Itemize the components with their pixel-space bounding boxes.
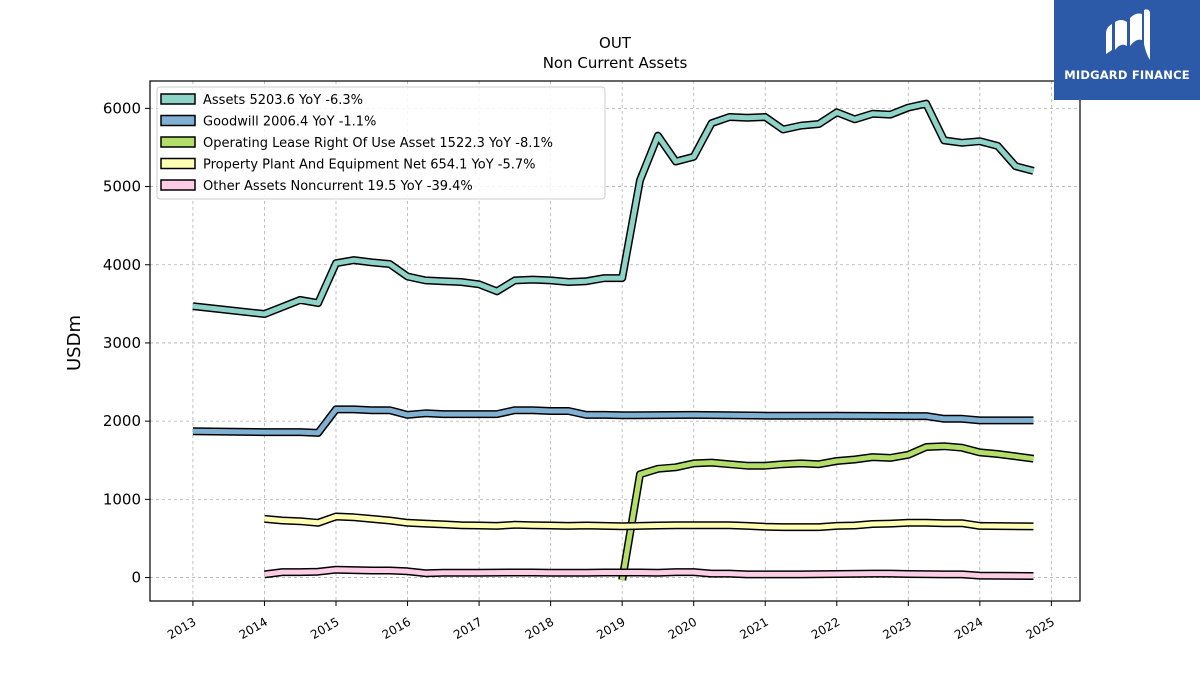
legend-swatch <box>160 157 196 170</box>
legend-label: Operating Lease Right Of Use Asset 1522.… <box>203 136 553 151</box>
legend: Assets 5203.6 YoY -6.3% Goodwill 2006.4 Y… <box>156 86 606 200</box>
x-tick-label: 2020 <box>666 615 699 642</box>
series-line <box>192 406 1034 436</box>
legend-item: Property Plant And Equipment Net 654.1 Y… <box>160 157 536 173</box>
x-tick-label: 2021 <box>737 615 770 642</box>
series-4 <box>263 565 1034 580</box>
legend-label: Assets 5203.6 YoY -6.3% <box>203 93 363 108</box>
midgard-finance-logo: MIDGARD FINANCE <box>1054 0 1200 100</box>
legend-label: Other Assets Noncurrent 19.5 YoY -39.4% <box>203 179 473 194</box>
legend-swatch <box>160 179 196 191</box>
series-line <box>619 443 1034 581</box>
x-tick-label: 2016 <box>380 615 413 642</box>
x-tick-label: 2018 <box>523 615 556 642</box>
x-axis: 2013 2014 2015 2016 2017 2018 2019 2020 2021 2022… <box>165 601 1057 642</box>
legend-swatch <box>160 93 196 105</box>
chart-title: OUT <box>599 34 632 52</box>
y-tick-label: 0 <box>131 569 141 587</box>
series-line <box>264 514 1034 530</box>
x-tick-label: 2017 <box>451 615 484 642</box>
series-3 <box>264 512 1034 532</box>
x-tick-label: 2015 <box>308 615 341 642</box>
series-line <box>264 567 1034 579</box>
y-axis-label: USDm <box>64 315 85 371</box>
x-tick-label: 2025 <box>1024 615 1057 642</box>
x-tick-label: 2014 <box>237 615 270 642</box>
legend-item: Operating Lease Right Of Use Asset 1522.… <box>160 136 553 151</box>
series-0 <box>192 99 1035 318</box>
x-tick-label: 2022 <box>809 615 842 642</box>
series-layer <box>192 99 1035 581</box>
chart-subtitle: Non Current Assets <box>543 54 688 72</box>
y-axis: 0 1000 2000 3000 4000 5000 6000 <box>103 99 150 587</box>
y-tick-label: 4000 <box>103 256 141 274</box>
series-2 <box>618 442 1035 581</box>
legend-box <box>156 86 606 200</box>
series-1 <box>192 405 1034 437</box>
legend-label: Property Plant And Equipment Net 654.1 Y… <box>203 158 536 173</box>
y-tick-label: 2000 <box>103 412 141 430</box>
legend-item: Other Assets Noncurrent 19.5 YoY -39.4% <box>160 179 473 194</box>
x-tick-label: 2019 <box>594 615 627 642</box>
y-tick-label: 3000 <box>103 334 141 352</box>
legend-item: Assets 5203.6 YoY -6.3% <box>160 93 363 108</box>
x-tick-label: 2023 <box>880 615 913 642</box>
series-line <box>192 101 1035 317</box>
legend-swatch <box>160 136 196 148</box>
x-tick-label: 2024 <box>952 615 985 642</box>
legend-item: Goodwill 2006.4 YoY -1.1% <box>160 114 376 130</box>
y-tick-label: 6000 <box>103 99 141 117</box>
logo-text: MIDGARD FINANCE <box>1064 68 1190 82</box>
plot-frame <box>149 80 1081 602</box>
y-tick-label: 1000 <box>103 490 141 508</box>
legend-swatch <box>160 114 196 127</box>
y-tick-label: 5000 <box>103 178 141 196</box>
legend-label: Goodwill 2006.4 YoY -1.1% <box>203 115 376 130</box>
x-tick-label: 2013 <box>165 615 198 642</box>
logo-mark-icon <box>1106 9 1150 61</box>
